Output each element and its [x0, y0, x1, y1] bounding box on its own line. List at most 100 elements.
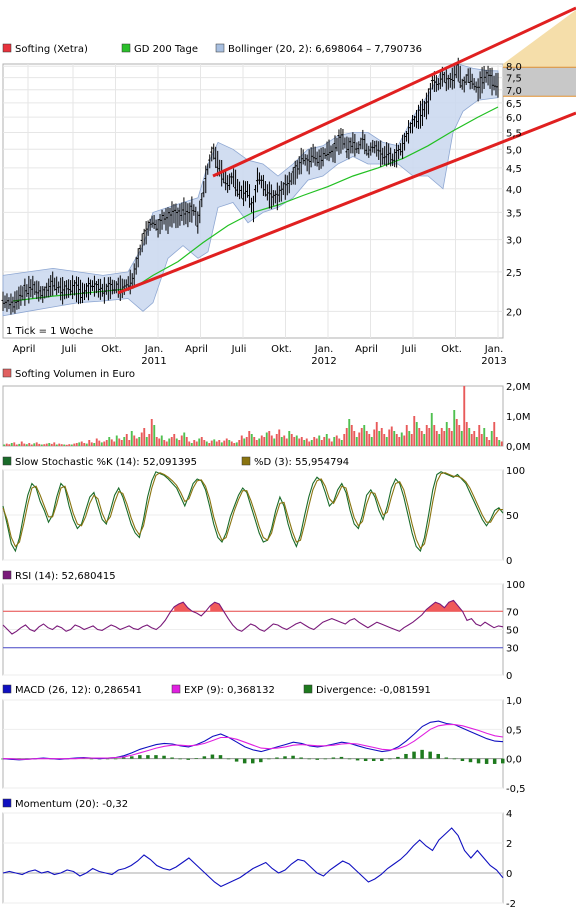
y-tick-label: 5,0: [506, 145, 522, 156]
macd-divergence-bar: [162, 755, 166, 759]
x-tick-label: Okt.: [101, 344, 122, 355]
volume-bar: [353, 431, 356, 446]
volume-bar: [308, 441, 311, 446]
volume-bar: [420, 431, 423, 446]
volume-bar: [248, 431, 251, 446]
x-year-label: 2011: [141, 356, 166, 367]
volume-bar: [295, 435, 298, 446]
volume-bar: [203, 440, 206, 446]
volume-bar: [428, 428, 431, 446]
volume-bar: [210, 440, 213, 446]
macd-divergence-bar: [130, 756, 134, 759]
volume-bar: [38, 443, 41, 446]
y-tick-label: 0: [506, 671, 512, 682]
volume-bar: [143, 428, 146, 446]
volume-bar: [228, 440, 231, 446]
volume-bar: [233, 443, 236, 446]
legend-label-2: Bollinger (20, 2): 6,698064 – 7,790736: [228, 44, 422, 55]
macd-divergence-bar: [242, 758, 247, 764]
volume-bar: [448, 428, 451, 446]
volume-bar: [433, 425, 436, 446]
macd-divergence-bar: [452, 758, 457, 760]
macd-divergence-bar: [138, 755, 142, 759]
macd-divergence-bar: [178, 758, 182, 760]
macd-divergence-bar: [1, 758, 5, 760]
volume-bar: [278, 429, 281, 446]
y-tick-label: 7,0: [506, 86, 522, 97]
volume-bar: [375, 422, 378, 446]
volume-bar: [465, 422, 468, 446]
volume-bar: [298, 438, 301, 446]
legend-label-1: %D (3): 55,954794: [254, 457, 349, 468]
channel-upper-line: [212, 6, 576, 178]
volume-bar: [188, 441, 191, 446]
volume-bar: [370, 437, 373, 446]
volume-bar: [260, 435, 263, 446]
macd-divergence-bar: [307, 758, 311, 760]
channel-projection-area: [503, 10, 576, 68]
volume-bar: [63, 444, 66, 446]
volume-bar: [205, 441, 208, 446]
volume-bar: [158, 438, 161, 446]
volume-bar: [413, 416, 416, 446]
volume-bar: [425, 425, 428, 446]
volume-bar: [40, 444, 43, 446]
volume-bar: [253, 437, 256, 446]
legend-swatch-1: [171, 684, 181, 694]
macd-divergence-bar: [347, 758, 352, 760]
volume-bar: [460, 431, 463, 446]
macd-panel-frame: [2, 699, 504, 789]
macd-divergence-bar: [501, 758, 505, 764]
macd-divergence-bar: [154, 755, 158, 759]
volume-bar: [398, 437, 401, 446]
volume-bar: [498, 440, 501, 446]
volume-bar: [5, 443, 8, 446]
volume-bar: [173, 434, 176, 446]
volume-bar: [443, 431, 446, 446]
volume-bar: [138, 437, 141, 446]
volume-bar: [418, 428, 421, 446]
volume-bar: [180, 435, 183, 446]
y-tick-label: 5,5: [506, 128, 522, 139]
volume-bar: [290, 434, 293, 446]
volume-bar: [43, 444, 46, 446]
volume-bar: [218, 440, 221, 446]
x-tick-label: Jan.: [144, 344, 164, 355]
volume-bar: [60, 444, 63, 446]
volume-bar: [235, 442, 238, 446]
volume-bar: [473, 431, 476, 446]
volume-bar: [25, 444, 28, 446]
volume-bar: [88, 440, 91, 446]
volume-bar: [65, 444, 68, 446]
macd-divergence-bar: [412, 751, 416, 759]
volume-bar: [305, 438, 308, 446]
legend-label-1: EXP (9): 0,368132: [184, 685, 275, 696]
macd-divergence-bar: [460, 758, 465, 762]
channel-lower-line: [117, 111, 576, 295]
y-tick-label: 50: [506, 511, 519, 522]
volume-bar: [208, 443, 211, 446]
volume-bar: [8, 444, 11, 446]
x-tick-label: Jan.: [484, 344, 504, 355]
legend-swatch-0: [2, 570, 12, 580]
rsi-overbought-fill: [174, 600, 463, 612]
legend-swatch-2: [215, 43, 225, 53]
volume-bar: [113, 441, 116, 446]
volume-bar: [328, 438, 331, 446]
volume-bar: [58, 443, 61, 446]
volume-bar: [175, 438, 178, 446]
macd-divergence-bar: [444, 757, 449, 759]
volume-bar: [405, 425, 408, 446]
volume-bar: [73, 443, 76, 446]
volume-bar: [340, 440, 343, 446]
volume-bar: [335, 435, 338, 446]
volume-bar: [475, 437, 478, 446]
volume-bar: [183, 432, 186, 446]
macd-divergence-bar: [105, 758, 110, 760]
volume-bar: [458, 425, 461, 446]
volume-bar: [490, 431, 493, 446]
y-tick-label: 1,0M: [506, 412, 531, 423]
y-tick-label: 0,0M: [506, 442, 531, 453]
volume-bar: [453, 410, 456, 446]
macd-divergence-bar: [210, 754, 215, 759]
